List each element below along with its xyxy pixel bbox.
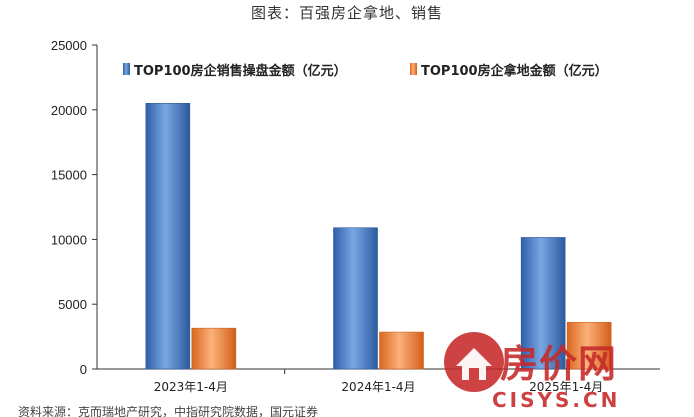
y-tick-label: 25000 xyxy=(51,38,87,53)
x-tick-label: 2024年1-4月 xyxy=(341,380,415,394)
legend-swatch xyxy=(410,63,417,75)
bar-sales-3 xyxy=(520,237,566,370)
y-tick-label: 10000 xyxy=(51,232,87,247)
bar-sales-1 xyxy=(145,103,191,370)
chart-legend: TOP100房企销售操盘金额（亿元） TOP100房企拿地金额（亿元） xyxy=(123,63,608,79)
chart-labels: 0 5000 10000 15000 20000 25000 2023年1-4月 2024年1… xyxy=(51,38,603,394)
bar-land-2 xyxy=(379,331,424,370)
x-tick-label: 2023年1-4月 xyxy=(154,380,228,394)
legend-label: TOP100房企销售操盘金额（亿元） xyxy=(134,63,347,79)
bar-land-3 xyxy=(566,322,612,370)
watermark-domain: CISYS.CN xyxy=(492,388,621,412)
house-roof-icon xyxy=(456,348,492,380)
watermark-text: 房价网 xyxy=(500,342,618,386)
y-tick-label: 20000 xyxy=(51,103,87,118)
x-tick-label: 2025年1-4月 xyxy=(529,380,603,394)
source-footnote: 资料来源：克而瑞地产研究，中指研究院数据，国元证券 xyxy=(18,405,319,417)
bar-sales-2 xyxy=(333,227,378,370)
chart-bars xyxy=(145,103,612,370)
y-tick-label: 15000 xyxy=(51,168,87,183)
y-tick-label: 0 xyxy=(80,362,87,377)
legend-label: TOP100房企拿地金额（亿元） xyxy=(421,63,608,79)
legend-swatch xyxy=(123,63,130,75)
y-tick-label: 5000 xyxy=(58,297,87,312)
bar-land-1 xyxy=(191,327,237,370)
watermark-logo xyxy=(444,332,504,392)
chart-title: 图表：百强房企拿地、销售 xyxy=(250,4,443,22)
